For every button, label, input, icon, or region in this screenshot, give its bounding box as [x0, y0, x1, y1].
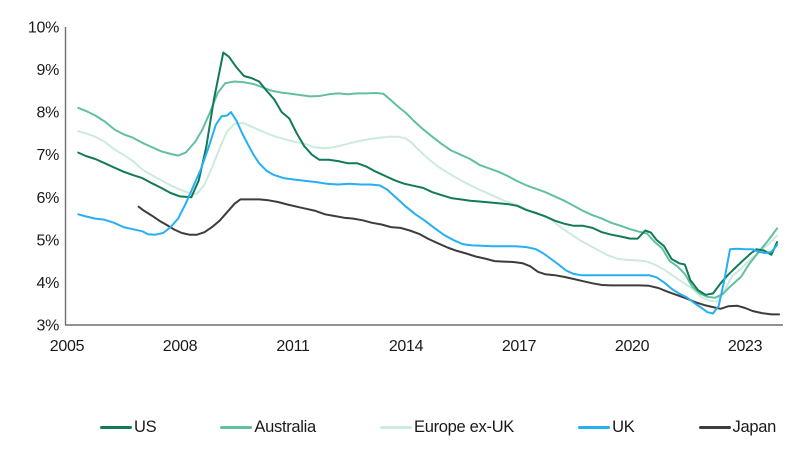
legend-line-swatch [379, 425, 412, 429]
chart-legend: US Australia Europe ex-UK UK Japan [100, 415, 776, 439]
legend-label: Europe ex-UK [413, 417, 515, 436]
x-tick-label: 2008 [163, 338, 198, 355]
x-tick-label: 2014 [389, 338, 424, 355]
legend-label: US [134, 417, 157, 436]
legend-item-uk: UK [578, 417, 635, 436]
x-tick-label: 2017 [502, 338, 537, 355]
x-tick-label: 2020 [615, 338, 650, 355]
legend-line-swatch [698, 425, 731, 429]
axes [64, 27, 783, 326]
legend-item-japan: Japan [698, 417, 777, 436]
y-tick-label: 3% [36, 318, 59, 335]
legend-label: Australia [254, 417, 316, 436]
x-tick-label: 2011 [276, 338, 310, 355]
series-line-us [77, 51, 779, 296]
series-line-europe-ex-uk [77, 121, 779, 303]
dividend-yield-line-chart: 3% 4% 5% 6% 7% 8% 9% 10% 2005 2008 2011 2014 2017 202… [28, 20, 783, 355]
y-tick-label: 10% [28, 20, 59, 37]
y-tick-label: 5% [36, 232, 59, 249]
y-tick-label: 6% [36, 190, 59, 207]
chart-area: 3% 4% 5% 6% 7% 8% 9% 10% 2005 2008 2011 2014 2017 202… [28, 20, 783, 355]
y-tick-label: 4% [36, 275, 59, 292]
legend-item-us: US [100, 417, 157, 436]
y-tick-label: 7% [36, 147, 59, 164]
legend-line-swatch [100, 425, 132, 429]
x-tick-label: 2023 [728, 338, 763, 355]
legend-line-swatch [220, 425, 253, 429]
legend-label: Japan [732, 417, 777, 436]
series-line-uk [77, 111, 779, 315]
x-tick-label: 2005 [50, 338, 85, 355]
series-line-australia [77, 80, 779, 299]
legend-item-europe-ex-uk: Europe ex-UK [379, 417, 515, 436]
legend-line-swatch [578, 425, 611, 429]
y-tick-label: 9% [36, 62, 59, 79]
series-line-japan [137, 198, 780, 316]
legend-item-australia: Australia [220, 419, 316, 436]
y-tick-label: 8% [36, 105, 59, 122]
legend-label: UK [612, 417, 635, 436]
